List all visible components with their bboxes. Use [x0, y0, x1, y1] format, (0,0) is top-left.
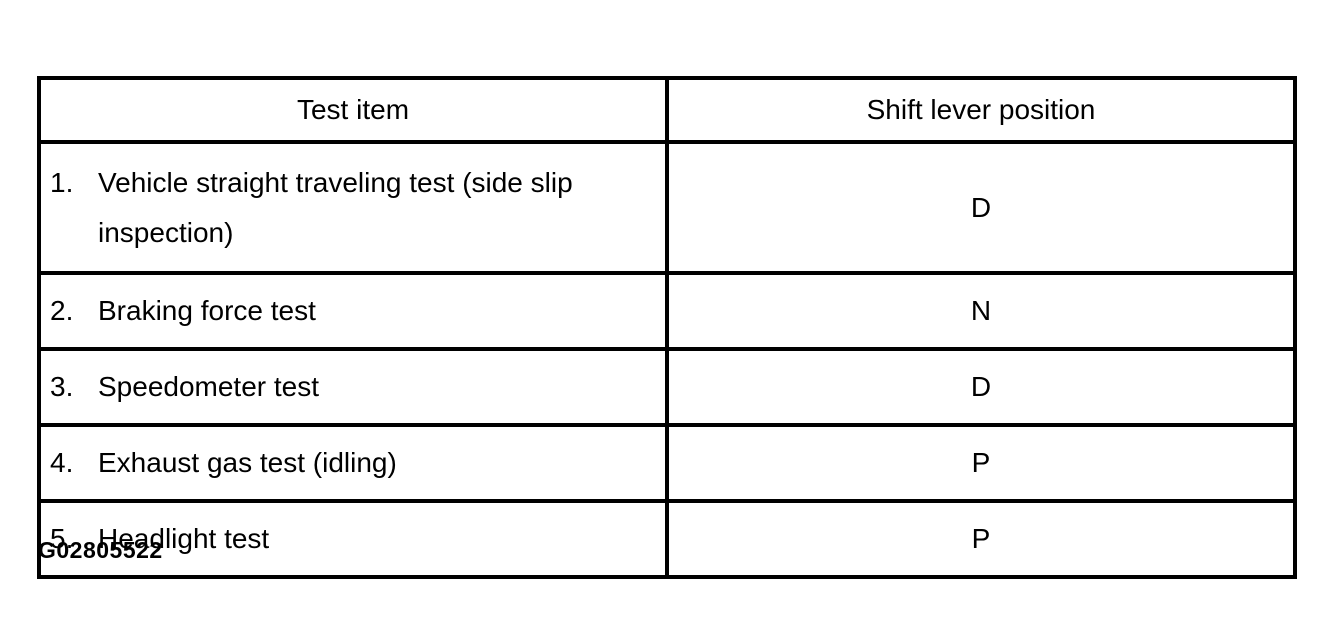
item-label: Headlight test — [98, 523, 270, 554]
shift-lever-position-cell: D — [665, 140, 1297, 275]
item-number: 2. — [50, 295, 74, 326]
item-label: Vehicle straight traveling test (side sl… — [98, 166, 573, 248]
table-row: 3. Speedometer test D — [37, 347, 1297, 427]
test-item-cell: 3. Speedometer test — [37, 347, 669, 427]
table-row: 5. Headlight test P — [37, 499, 1297, 579]
item-number: 1. — [50, 166, 74, 198]
figure-id: G02805522 — [38, 537, 163, 563]
test-item-cell: 5. Headlight test — [37, 499, 669, 579]
header-test-item: Test item — [37, 76, 669, 144]
header-shift-lever-position: Shift lever position — [665, 76, 1297, 144]
table-row: 1. Vehicle straight traveling test (side… — [37, 140, 1297, 275]
shift-lever-position-cell: P — [665, 499, 1297, 579]
test-item-cell: 1. Vehicle straight traveling test (side… — [37, 140, 669, 275]
test-item-cell: 4. Exhaust gas test (idling) — [37, 423, 669, 503]
item-number: 3. — [50, 371, 74, 402]
table-row: 4. Exhaust gas test (idling) P — [37, 423, 1297, 503]
test-item-text: 2. Braking force test — [50, 286, 655, 336]
item-number: 5. — [50, 523, 74, 554]
item-label: Braking force test — [98, 295, 316, 326]
test-item-cell: 2. Braking force test — [37, 271, 669, 351]
test-item-text: 5. Headlight test — [50, 514, 655, 564]
test-item-table: Test item Shift lever position 1. Vehicl… — [37, 76, 1297, 579]
shift-lever-position-cell: D — [665, 347, 1297, 427]
table-header-row: Test item Shift lever position — [37, 76, 1297, 144]
test-item-text: 3. Speedometer test — [50, 362, 655, 412]
item-label: Speedometer test — [98, 371, 320, 402]
item-label: Exhaust gas test (idling) — [98, 447, 397, 478]
test-item-text: 1. Vehicle straight traveling test (side… — [50, 158, 655, 258]
test-item-text: 4. Exhaust gas test (idling) — [50, 438, 655, 488]
table-row: 2. Braking force test N — [37, 271, 1297, 351]
item-number: 4. — [50, 447, 74, 478]
shift-lever-position-cell: P — [665, 423, 1297, 503]
shift-lever-position-cell: N — [665, 271, 1297, 351]
